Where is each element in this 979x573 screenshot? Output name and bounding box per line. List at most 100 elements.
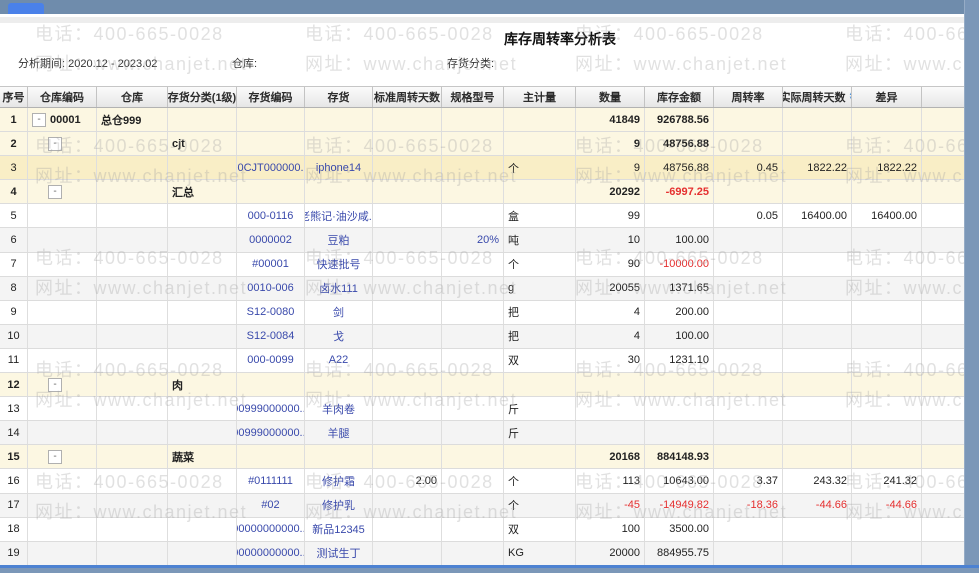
cell-spec-model[interactable]: 20% [442, 228, 504, 252]
collapse-toggle[interactable]: - [32, 112, 46, 127]
cell-warehouse-code [28, 348, 97, 373]
cell-item-code[interactable]: #00001 [237, 252, 305, 276]
cell-text: 把 [508, 307, 519, 320]
cell-item-name[interactable]: 豆粕 [305, 228, 373, 252]
cell-item-name[interactable]: 剑 [305, 300, 373, 324]
cell-text: 2 [10, 137, 17, 150]
cell-item-code[interactable]: 0010-006 [237, 276, 305, 300]
cell-item-code[interactable]: S12-0080 [237, 300, 305, 324]
table-row[interactable]: 14 00999000000... 羊腿 斤 [0, 421, 965, 446]
column-header-actual-days[interactable]: 实际周转天数▲▼ [783, 87, 852, 107]
cell-unit: g [504, 276, 576, 300]
cell-text: 200.00 [675, 306, 709, 319]
cell-item-name[interactable]: 戈 [305, 324, 373, 348]
cell-text: #00001 [252, 258, 289, 271]
cell-item-code[interactable]: 00CJT000000... [237, 156, 305, 180]
table-row[interactable]: 8 0010-006 卤水111 g 20055 1371.65 [0, 276, 965, 301]
cell-turnover-rate [714, 300, 783, 324]
collapse-toggle[interactable]: - [48, 377, 62, 392]
column-header-difference[interactable]: 差异 [852, 87, 922, 107]
column-header-seq[interactable]: 序号 [0, 87, 28, 107]
cell-item-name[interactable]: 新品12345 [305, 517, 373, 541]
cell-item-code[interactable]: #02 [237, 493, 305, 517]
column-header-quantity[interactable]: 数量 [576, 87, 645, 107]
filter-period-value[interactable]: 2020.12 - 2023.02 [68, 58, 158, 70]
table-row[interactable]: 17 #02 修护乳 个 -45 -14949.82 -18.36 -44.66 -44.66 [0, 493, 965, 518]
table-row[interactable]: 19 00000000000... 测试生丁 KG 20000 884955.75 [0, 541, 965, 566]
table-row[interactable]: 15 - 蔬菜 20168 884148.93 [0, 445, 965, 470]
table-row[interactable]: 7 #00001 快速批号 个 90 -10000.00 [0, 252, 965, 277]
cell-item-name[interactable]: 羊腿 [305, 421, 373, 445]
cell-text: cjt [172, 137, 185, 150]
cell-text: 总仓999 [101, 114, 142, 127]
cell-item-name[interactable]: 快速批号 [305, 252, 373, 276]
table-row[interactable]: 18 00000000000... 新品12345 双 100 3500.00 [0, 517, 965, 542]
cell-item-code[interactable]: 00999000000... [237, 397, 305, 421]
column-header-item-name[interactable]: 存货 [305, 87, 373, 107]
column-header-turnover-rate[interactable]: 周转率 [714, 87, 783, 107]
collapse-toggle[interactable]: - [48, 449, 62, 464]
cell-item-name[interactable]: 测试生丁 [305, 541, 373, 565]
cell-item-code[interactable]: S12-0084 [237, 324, 305, 348]
cell-item-name[interactable]: 羊肉卷 [305, 397, 373, 421]
table-row[interactable]: 2 - cjt 9 48756.88 [0, 132, 965, 157]
table-row[interactable]: 9 S12-0080 剑 把 4 200.00 [0, 300, 965, 325]
table-row[interactable]: 16 #0111111 修护霜 2.00 个 113 10643.00 3.37 243.32 2… [0, 469, 965, 494]
cell-warehouse-code: - [28, 180, 97, 204]
table-row[interactable]: 1 -00001 总仓999 41849 926788.56 [0, 108, 965, 133]
cell-warehouse [97, 421, 168, 445]
cell-item-name[interactable]: 修护乳 [305, 493, 373, 517]
cell-amount: 884148.93 [645, 445, 714, 469]
column-header-unit[interactable]: 主计量 [504, 87, 576, 107]
column-header-category[interactable]: 存货分类(1级) [168, 87, 237, 107]
column-header-warehouse-code[interactable]: 仓库编码 [28, 87, 97, 107]
cell-warehouse [97, 517, 168, 541]
sort-icon[interactable]: ▲▼ [849, 91, 851, 102]
cell-unit: 个 [504, 156, 576, 180]
collapse-toggle[interactable]: - [48, 136, 62, 151]
table-row[interactable]: 12 - 肉 [0, 373, 965, 398]
cell-item-name[interactable]: 老熊记·油沙咸... [305, 204, 373, 228]
cell-actual-days: 16400.00 [783, 204, 852, 228]
table-row[interactable]: 13 00999000000... 羊肉卷 斤 [0, 397, 965, 422]
cell-text: -45 [624, 499, 640, 512]
filter-category-label[interactable]: 存货分类: [447, 58, 495, 70]
table-row[interactable]: 4 - 汇总 20292 -6997.25 [0, 180, 965, 205]
cell-text: 20% [476, 234, 499, 247]
cell-item-name[interactable]: 修护霜 [305, 469, 373, 493]
cell-item-code[interactable]: 0000002 [237, 228, 305, 252]
cell-text: 3.37 [756, 474, 778, 487]
cell-item-code[interactable]: #0111111 [237, 469, 305, 493]
cell-filler [922, 518, 965, 541]
cell-warehouse-code [28, 421, 97, 445]
cell-seq: 8 [0, 276, 28, 300]
cell-item-code[interactable]: 000-0099 [237, 348, 305, 373]
column-header-spec-model[interactable]: 规格型号 [442, 87, 504, 107]
column-header-std-days[interactable]: 标准周转天数 [373, 87, 442, 107]
cell-spec-model [442, 397, 504, 421]
cell-item-name[interactable]: iphone14 [305, 156, 373, 180]
cell-seq: 10 [0, 324, 28, 348]
collapse-toggle[interactable]: - [48, 184, 62, 199]
cell-item-name[interactable]: 卤水111 [305, 276, 373, 300]
filter-warehouse-label[interactable]: 仓库: [232, 58, 258, 70]
cell-item-code[interactable]: 00000000000... [237, 541, 305, 565]
column-header-warehouse[interactable]: 仓库 [97, 87, 168, 107]
column-header-amount[interactable]: 库存金额 [645, 87, 714, 107]
window-tab[interactable] [8, 3, 44, 14]
table-row[interactable]: 10 S12-0084 戈 把 4 100.00 [0, 324, 965, 349]
cell-text: 9 [10, 306, 17, 319]
cell-text: #02 [261, 499, 280, 512]
table-row[interactable]: 5 000-0116 老熊记·油沙咸... 盒 99 0.05 16400.00 16400.… [0, 204, 965, 229]
column-header-item-code[interactable]: 存货编码 [237, 87, 305, 107]
cell-item-code[interactable]: 00000000000... [237, 517, 305, 541]
cell-warehouse-code [28, 493, 97, 517]
table-row[interactable]: 11 000-0099 A22 双 30 1231.10 [0, 348, 965, 374]
table-row[interactable]: 3 00CJT000000... iphone14 个 9 48756.88 0.45 182… [0, 156, 965, 181]
cell-item-code[interactable]: 000-0116 [237, 204, 305, 228]
cell-item-name[interactable]: A22 [305, 348, 373, 373]
cell-text: -6997.25 [665, 185, 709, 198]
cell-amount: -6997.25 [645, 180, 714, 204]
cell-item-code[interactable]: 00999000000... [237, 421, 305, 445]
table-row[interactable]: 6 0000002 豆粕 20% 吨 10 100.00 [0, 228, 965, 253]
